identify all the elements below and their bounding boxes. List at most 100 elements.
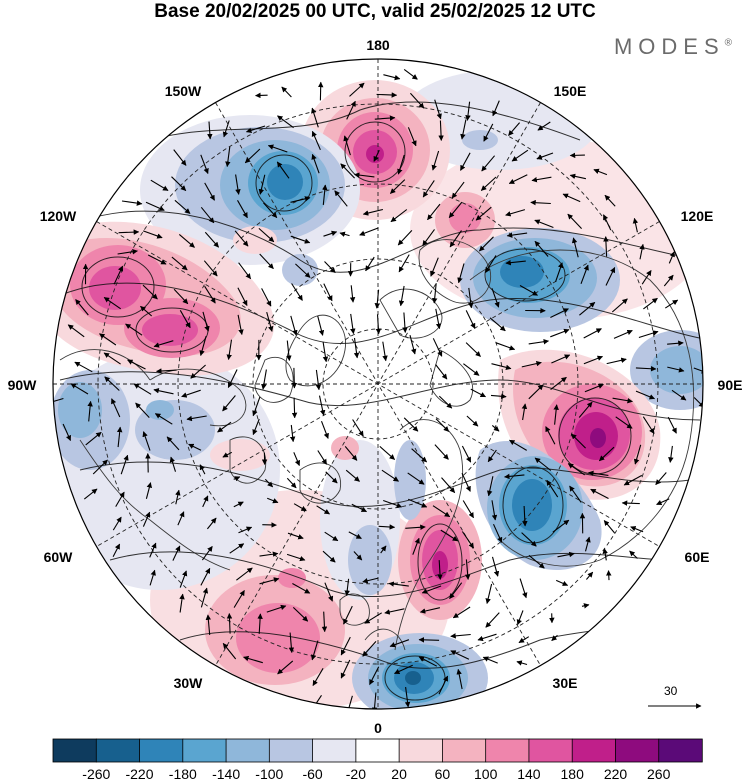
wind-vector — [70, 383, 89, 395]
colorbar-tick-label: 60 — [434, 766, 451, 782]
wind-vector — [437, 560, 443, 580]
wind-vector — [369, 666, 380, 685]
wind-vector — [236, 567, 253, 581]
wind-vector — [190, 364, 206, 379]
wind-vector — [374, 289, 381, 309]
wind-vector — [343, 605, 353, 625]
wind-vector — [580, 264, 589, 284]
wind-vector — [398, 285, 405, 307]
wind-vector — [490, 393, 507, 400]
wind-vector — [365, 256, 375, 272]
wind-vector — [291, 397, 298, 419]
wind-vector — [441, 477, 456, 494]
wind-vector — [202, 311, 210, 332]
wind-vector — [62, 423, 72, 442]
wind-vector — [186, 415, 207, 422]
wind-vector — [536, 152, 554, 160]
wind-vector — [346, 695, 353, 709]
wind-vector — [434, 444, 449, 460]
wind-vector — [227, 369, 238, 388]
wind-vector — [290, 315, 298, 336]
lon-label-90e: 90E — [718, 377, 743, 393]
colorbar-swatch — [355, 738, 400, 763]
wind-vector — [149, 569, 156, 586]
wind-vector — [638, 330, 659, 339]
colorbar-swatch — [268, 738, 314, 763]
colorbar-tick-label: -20 — [345, 766, 367, 782]
wind-vector — [166, 436, 180, 451]
wind-vector — [149, 542, 157, 558]
wind-vector — [286, 477, 297, 489]
wind-vector — [489, 317, 506, 332]
colorbar-swatch — [571, 738, 617, 763]
wind-vector — [504, 473, 525, 480]
wind-vector — [207, 121, 213, 140]
wind-vector — [555, 579, 569, 586]
wind-vector — [205, 614, 212, 635]
lon-label-90w: 90W — [8, 377, 38, 393]
wind-vector — [422, 229, 435, 247]
wind-vector — [603, 214, 612, 231]
wind-vector — [85, 431, 102, 446]
wind-vector — [571, 433, 586, 449]
wind-vector — [154, 413, 173, 425]
wind-vector — [153, 388, 174, 395]
wind-vector — [508, 122, 521, 136]
wind-vector — [519, 578, 528, 599]
wind-vector — [432, 505, 451, 518]
wind-vector — [147, 254, 167, 265]
wind-vector — [344, 446, 358, 461]
wind-vector — [92, 459, 108, 475]
wind-vector — [171, 176, 187, 191]
brand-name: MODES — [613, 34, 725, 59]
wind-vector — [322, 550, 336, 563]
colorbar-tick-label: -60 — [302, 766, 323, 782]
wind-vector — [286, 553, 306, 562]
colorbar-tick-label: -260 — [82, 766, 111, 782]
wind-vector — [434, 99, 442, 120]
wind-vector — [521, 532, 537, 547]
wind-vector — [397, 230, 413, 246]
wind-vector — [491, 288, 500, 308]
wind-vector — [352, 419, 364, 437]
wind-vector — [334, 190, 348, 207]
wind-vector — [611, 298, 628, 313]
wind-vector — [461, 531, 475, 549]
wind-vector — [583, 355, 604, 365]
wind-vector — [603, 236, 609, 257]
wind-vector — [311, 130, 321, 151]
wind-vector — [349, 285, 356, 303]
wind-vector — [179, 570, 188, 588]
wind-vector — [312, 668, 324, 686]
wind-vector — [404, 687, 411, 708]
wind-vector — [243, 655, 263, 664]
wind-vector — [103, 296, 122, 310]
wind-vector — [663, 274, 674, 287]
wind-vector — [588, 470, 609, 477]
wind-vector — [320, 421, 329, 439]
wind-vector — [522, 505, 528, 527]
wind-vector — [226, 339, 233, 361]
wind-vector — [156, 368, 177, 374]
wind-vector — [460, 119, 467, 140]
wind-vector — [528, 338, 550, 345]
lon-label-60w: 60W — [44, 549, 74, 565]
wind-vector — [451, 181, 465, 199]
wind-vector — [380, 545, 387, 554]
wind-vector — [491, 556, 500, 577]
wind-vector — [259, 253, 274, 270]
wind-vector — [346, 100, 356, 120]
wind-vector — [322, 184, 328, 205]
wind-vector — [477, 633, 497, 642]
wind-vector — [550, 376, 567, 391]
wind-vector — [293, 503, 307, 512]
colorbar-swatch — [95, 738, 141, 763]
wind-vector — [551, 354, 571, 364]
wind-vector — [289, 424, 296, 443]
wind-vector — [511, 149, 529, 162]
wind-vector — [450, 633, 471, 639]
wind-vector — [276, 161, 290, 179]
wind-vector — [633, 444, 642, 465]
wind-vector — [461, 445, 472, 463]
